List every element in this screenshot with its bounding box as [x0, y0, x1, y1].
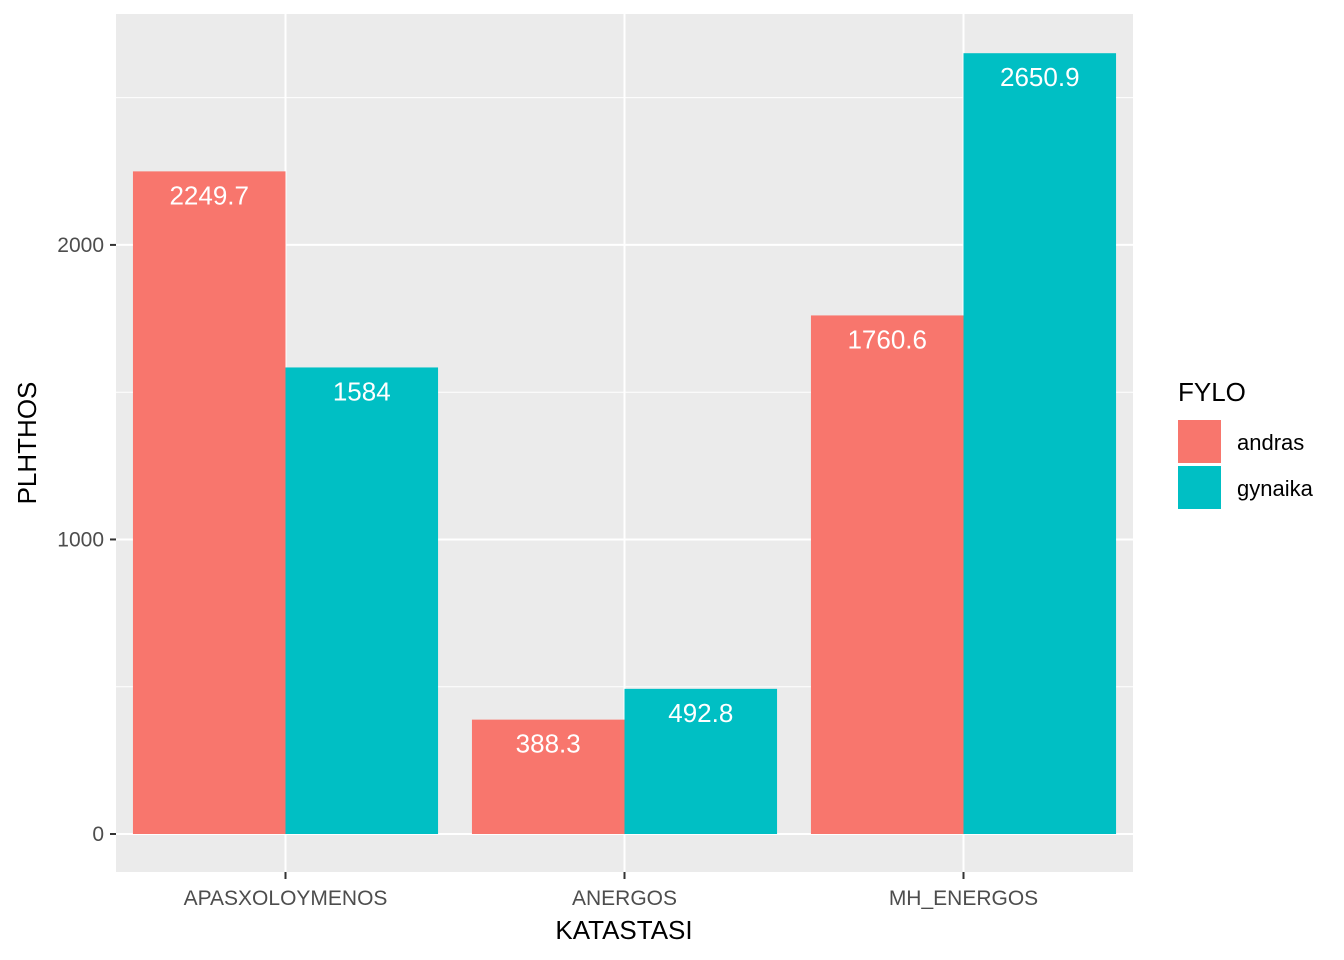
data-label: 1760.6: [847, 324, 927, 354]
legend-label: gynaika: [1237, 476, 1314, 501]
bar-gynaika: [624, 688, 778, 835]
data-label: 2249.7: [169, 180, 249, 210]
legend-key-andras: [1178, 420, 1221, 463]
bar-gynaika: [963, 53, 1117, 835]
bar-andras: [132, 171, 286, 835]
y-tick-label: 0: [92, 823, 104, 846]
data-label: 1584: [333, 376, 391, 406]
y-tick-label: 1000: [57, 528, 104, 551]
legend-title: FYLO: [1178, 377, 1246, 407]
data-label: 2650.9: [1000, 62, 1080, 92]
y-axis-title: PLHTHOS: [12, 382, 42, 505]
bar-andras: [471, 719, 625, 835]
bar-andras: [810, 315, 964, 835]
data-label: 388.3: [516, 729, 581, 759]
x-tick-label: MH_ENERGOS: [889, 887, 1038, 910]
y-tick-label: 2000: [57, 234, 104, 257]
x-tick-label: ANERGOS: [572, 887, 677, 910]
legend: FYLO andras gynaika: [1178, 377, 1314, 509]
x-axis-title: KATASTASI: [555, 915, 692, 945]
axes: 0 1000 2000 APASXOLOYMENOS ANERGOS MH_ENERGOS: [57, 234, 1038, 910]
legend-key-gynaika: [1178, 466, 1221, 509]
bar-gynaika: [285, 367, 439, 835]
legend-label: andras: [1237, 430, 1304, 455]
bars: 2249.7 388.3 1760.6 1584 492.8 2650.9: [132, 53, 1117, 835]
x-tick-label: APASXOLOYMENOS: [184, 887, 388, 910]
data-label: 492.8: [668, 698, 733, 728]
